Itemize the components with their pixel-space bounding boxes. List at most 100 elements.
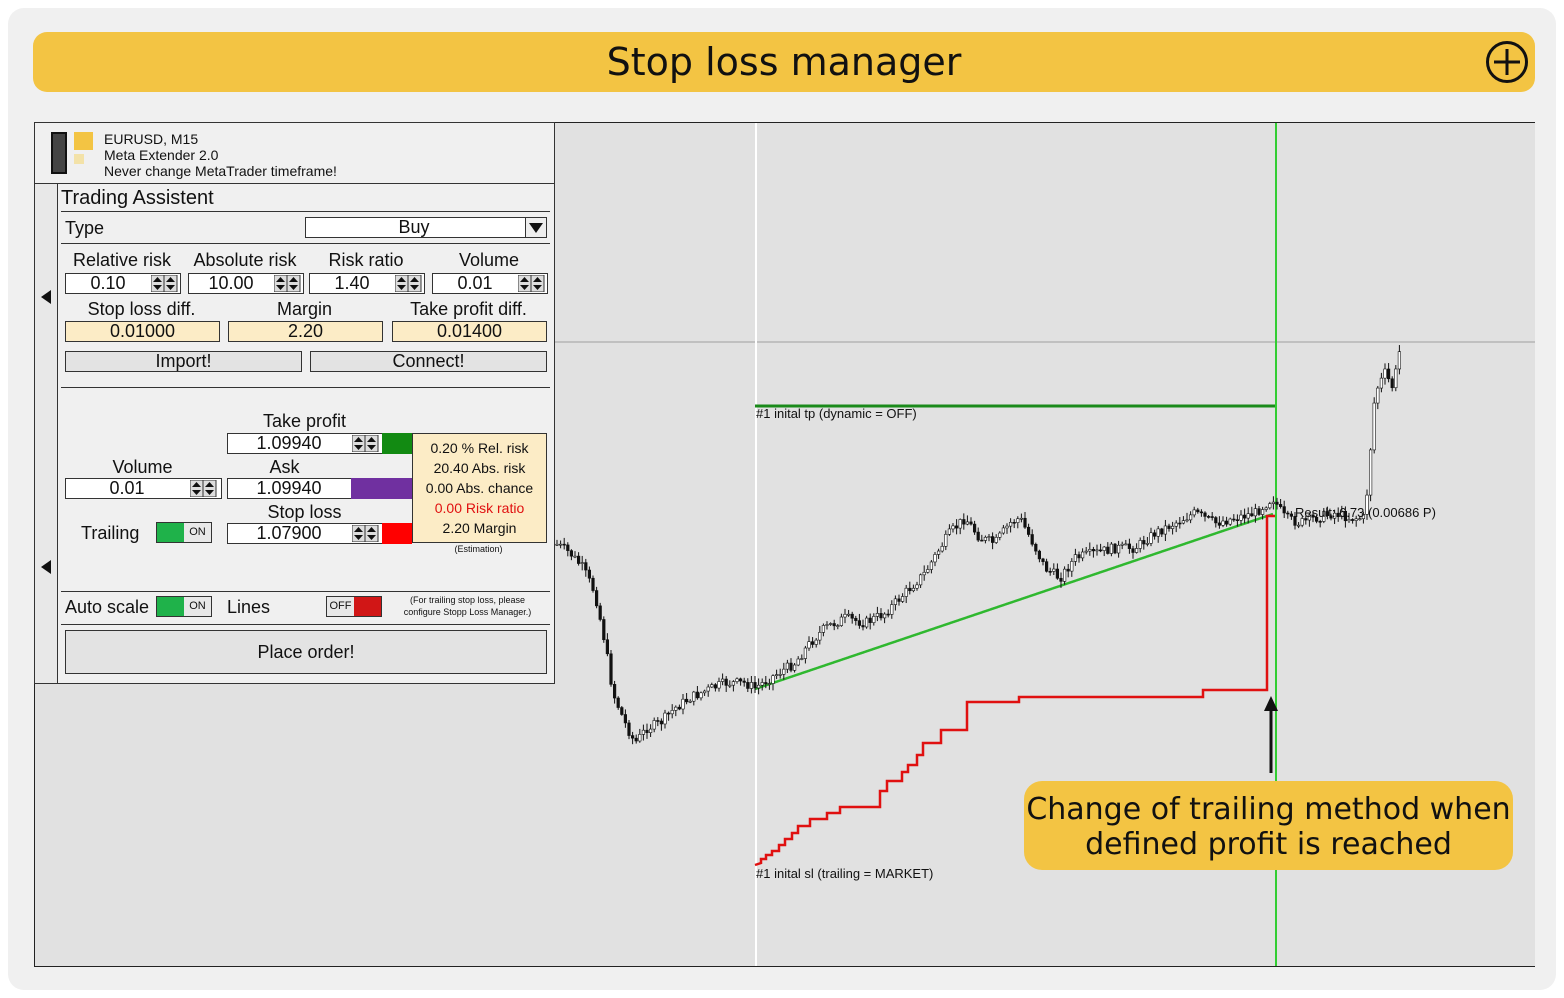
margin-label: Margin <box>276 299 333 319</box>
stop-loss-input[interactable]: 1.07900 <box>227 523 384 544</box>
candle-body <box>828 623 833 625</box>
candle-body <box>1012 522 1016 524</box>
absolute-risk-input[interactable]: 10.00 <box>188 273 304 294</box>
candle-body <box>1286 512 1290 515</box>
candle-body <box>810 641 815 645</box>
ask-label: Ask <box>269 457 300 477</box>
candle-body <box>706 686 710 692</box>
candle-body <box>1325 511 1329 516</box>
candle-body <box>1210 516 1214 518</box>
callout-arrow-head <box>1264 696 1278 711</box>
candle-body <box>634 737 638 742</box>
candle-body <box>836 625 840 627</box>
absolute-risk-label: Absolute risk <box>193 250 297 270</box>
candle-body <box>1365 494 1369 515</box>
type-select[interactable]: Buy <box>305 217 547 238</box>
candle-body <box>1257 508 1261 515</box>
candle-body <box>900 596 905 602</box>
candle-body <box>1387 368 1391 380</box>
risk-ratio-value: 1.40 <box>334 273 370 293</box>
candle-body <box>713 684 717 689</box>
take-profit-diff-value: 0.01400 <box>392 321 547 342</box>
candle-body <box>1361 514 1365 519</box>
stepper-icon[interactable] <box>150 274 178 293</box>
candle-body <box>605 639 609 655</box>
place-order-button[interactable]: Place order! <box>65 630 547 674</box>
candle-body <box>1221 520 1225 526</box>
candle-body <box>1232 518 1236 521</box>
candle-body <box>962 519 966 525</box>
order-volume-input[interactable]: 0.01 <box>65 478 222 499</box>
candle-body <box>782 668 786 675</box>
chevron-down-icon[interactable] <box>525 218 546 237</box>
candle-body <box>645 729 649 733</box>
stop-loss-label: Stop loss <box>267 502 342 522</box>
candle-body <box>976 531 980 541</box>
callout-line-1: Change of trailing method when <box>1026 792 1511 827</box>
volume-input[interactable]: 0.01 <box>432 273 548 294</box>
risk-ratio-input[interactable]: 1.40 <box>309 273 425 294</box>
trailing-toggle[interactable]: ON <box>156 522 212 543</box>
candle-body <box>566 544 570 551</box>
stepper-icon[interactable] <box>351 434 379 453</box>
candle-body <box>1207 516 1211 518</box>
order-volume-label: Volume <box>112 457 173 477</box>
candle-body <box>753 682 757 689</box>
candle-body <box>1160 528 1164 535</box>
candle-body <box>1106 546 1110 554</box>
page-title: Stop loss manager <box>606 40 962 84</box>
candle-body <box>620 707 624 715</box>
candle-body <box>915 584 919 589</box>
collapse-left-icon[interactable] <box>41 290 51 304</box>
collapse-left-icon-2[interactable] <box>41 560 51 574</box>
symbol-label: EURUSD, M15 <box>104 131 199 147</box>
candle-body <box>1073 554 1077 562</box>
candle-body <box>1084 550 1088 553</box>
candle-body <box>1178 522 1182 525</box>
stepper-icon[interactable] <box>189 479 217 498</box>
candle-body <box>1044 561 1049 572</box>
stop-loss-value: 1.07900 <box>256 523 322 543</box>
candle-body <box>594 590 599 607</box>
divider <box>61 243 550 244</box>
candle-body <box>1077 554 1081 559</box>
candle-body <box>1315 516 1319 522</box>
auto-scale-toggle[interactable]: ON <box>156 596 212 617</box>
candle-body <box>1163 525 1167 535</box>
candle-body <box>609 653 613 685</box>
candle-body <box>908 587 912 592</box>
candle-body <box>990 536 995 543</box>
candle-body <box>1289 513 1293 517</box>
stepper-icon[interactable] <box>351 524 379 543</box>
candle-body <box>897 598 901 602</box>
candle-body <box>1117 544 1121 554</box>
lines-note-1: (For trailing stop loss, please <box>409 595 526 605</box>
relative-risk-input[interactable]: 0.10 <box>65 273 181 294</box>
callout-line-2: defined profit is reached <box>1085 827 1452 862</box>
candle-body <box>756 684 761 689</box>
trailing-toggle-state: ON <box>184 523 211 542</box>
candle-body <box>742 680 746 683</box>
candle-body <box>630 735 635 739</box>
stepper-icon[interactable] <box>273 274 301 293</box>
type-select-value: Buy <box>398 217 430 237</box>
candle-body <box>918 574 923 586</box>
candle-body <box>1264 507 1268 510</box>
lines-note: (For trailing stop loss, please configur… <box>390 594 545 618</box>
candle-body <box>688 700 692 703</box>
candle-body <box>958 519 962 529</box>
import-button[interactable]: Import! <box>65 351 302 372</box>
order-volume-value: 0.01 <box>109 478 145 498</box>
candle-body <box>818 632 822 641</box>
connect-button[interactable]: Connect! <box>310 351 547 372</box>
candle-body <box>1199 511 1203 514</box>
candle-body <box>1131 548 1135 553</box>
take-profit-input[interactable]: 1.09940 <box>227 433 384 454</box>
stepper-icon[interactable] <box>517 274 545 293</box>
stepper-icon[interactable] <box>394 274 422 293</box>
candle-body <box>774 674 779 677</box>
candle-body <box>1300 518 1304 526</box>
lines-toggle[interactable]: OFF <box>326 596 382 617</box>
expand-plus-icon[interactable] <box>1485 40 1529 84</box>
candle-body <box>1138 540 1142 549</box>
